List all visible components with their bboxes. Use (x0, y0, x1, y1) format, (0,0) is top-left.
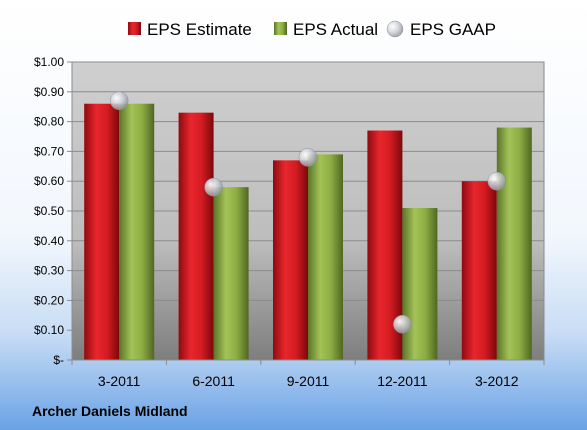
marker-eps-gaap (109, 91, 129, 110)
y-tick-label: $1.00 (34, 55, 64, 69)
legend-swatch-estimate (128, 22, 141, 35)
bar-eps-actual (308, 154, 343, 360)
company-name: Archer Daniels Midland (32, 403, 188, 419)
y-tick-label: $- (53, 353, 64, 367)
x-tick-label: 12-2011 (377, 373, 428, 389)
bar-eps-actual (213, 187, 249, 360)
y-tick-label: $0.40 (34, 234, 64, 248)
bar-eps-estimate (84, 103, 120, 360)
x-axis: 3-2011 6-2011 9-2011 12-2011 3-2012 (71, 359, 545, 389)
gaap-markers (109, 91, 507, 334)
x-tick-label: 6-2011 (192, 373, 235, 389)
x-tick-label: 3-2011 (98, 373, 141, 389)
x-tick-label: 3-2012 (475, 373, 519, 389)
marker-eps-gaap (487, 171, 507, 191)
bar-eps-estimate (273, 160, 308, 360)
legend-label-actual: EPS Actual (293, 20, 378, 39)
y-tick-label: $0.90 (34, 85, 64, 99)
marker-eps-gaap (298, 148, 318, 167)
legend-item-estimate: EPS Estimate (128, 20, 252, 39)
bar-eps-estimate (178, 112, 214, 360)
legend-label-estimate: EPS Estimate (147, 20, 252, 39)
y-tick-label: $0.10 (34, 323, 64, 337)
bars (84, 103, 532, 360)
legend-item-gaap: EPS GAAP (386, 20, 496, 39)
legend-label-gaap: EPS GAAP (410, 20, 496, 39)
bar-eps-actual (496, 127, 532, 360)
y-tick-label: $0.70 (34, 144, 64, 158)
marker-eps-gaap (393, 314, 412, 334)
y-tick-label: $0.20 (34, 293, 64, 307)
y-axis: $- $0.10 $0.20 $0.30 $0.40 $0.50 $0.60 $0.70 $0.… (34, 55, 73, 367)
bar-eps-actual (402, 208, 438, 360)
y-tick-label: $0.50 (34, 204, 64, 218)
x-tick-label: 9-2011 (287, 373, 330, 389)
y-tick-label: $0.60 (34, 174, 64, 188)
legend-item-actual: EPS Actual (274, 20, 378, 39)
y-tick-label: $0.80 (34, 115, 64, 129)
bar-eps-actual (119, 103, 155, 360)
legend: EPS Estimate EPS Actual EPS GAAP (128, 20, 496, 39)
marker-eps-gaap (204, 177, 223, 197)
legend-swatch-gaap (386, 20, 404, 38)
legend-swatch-actual (274, 22, 287, 35)
y-tick-label: $0.30 (34, 264, 64, 278)
bar-eps-estimate (461, 181, 497, 360)
